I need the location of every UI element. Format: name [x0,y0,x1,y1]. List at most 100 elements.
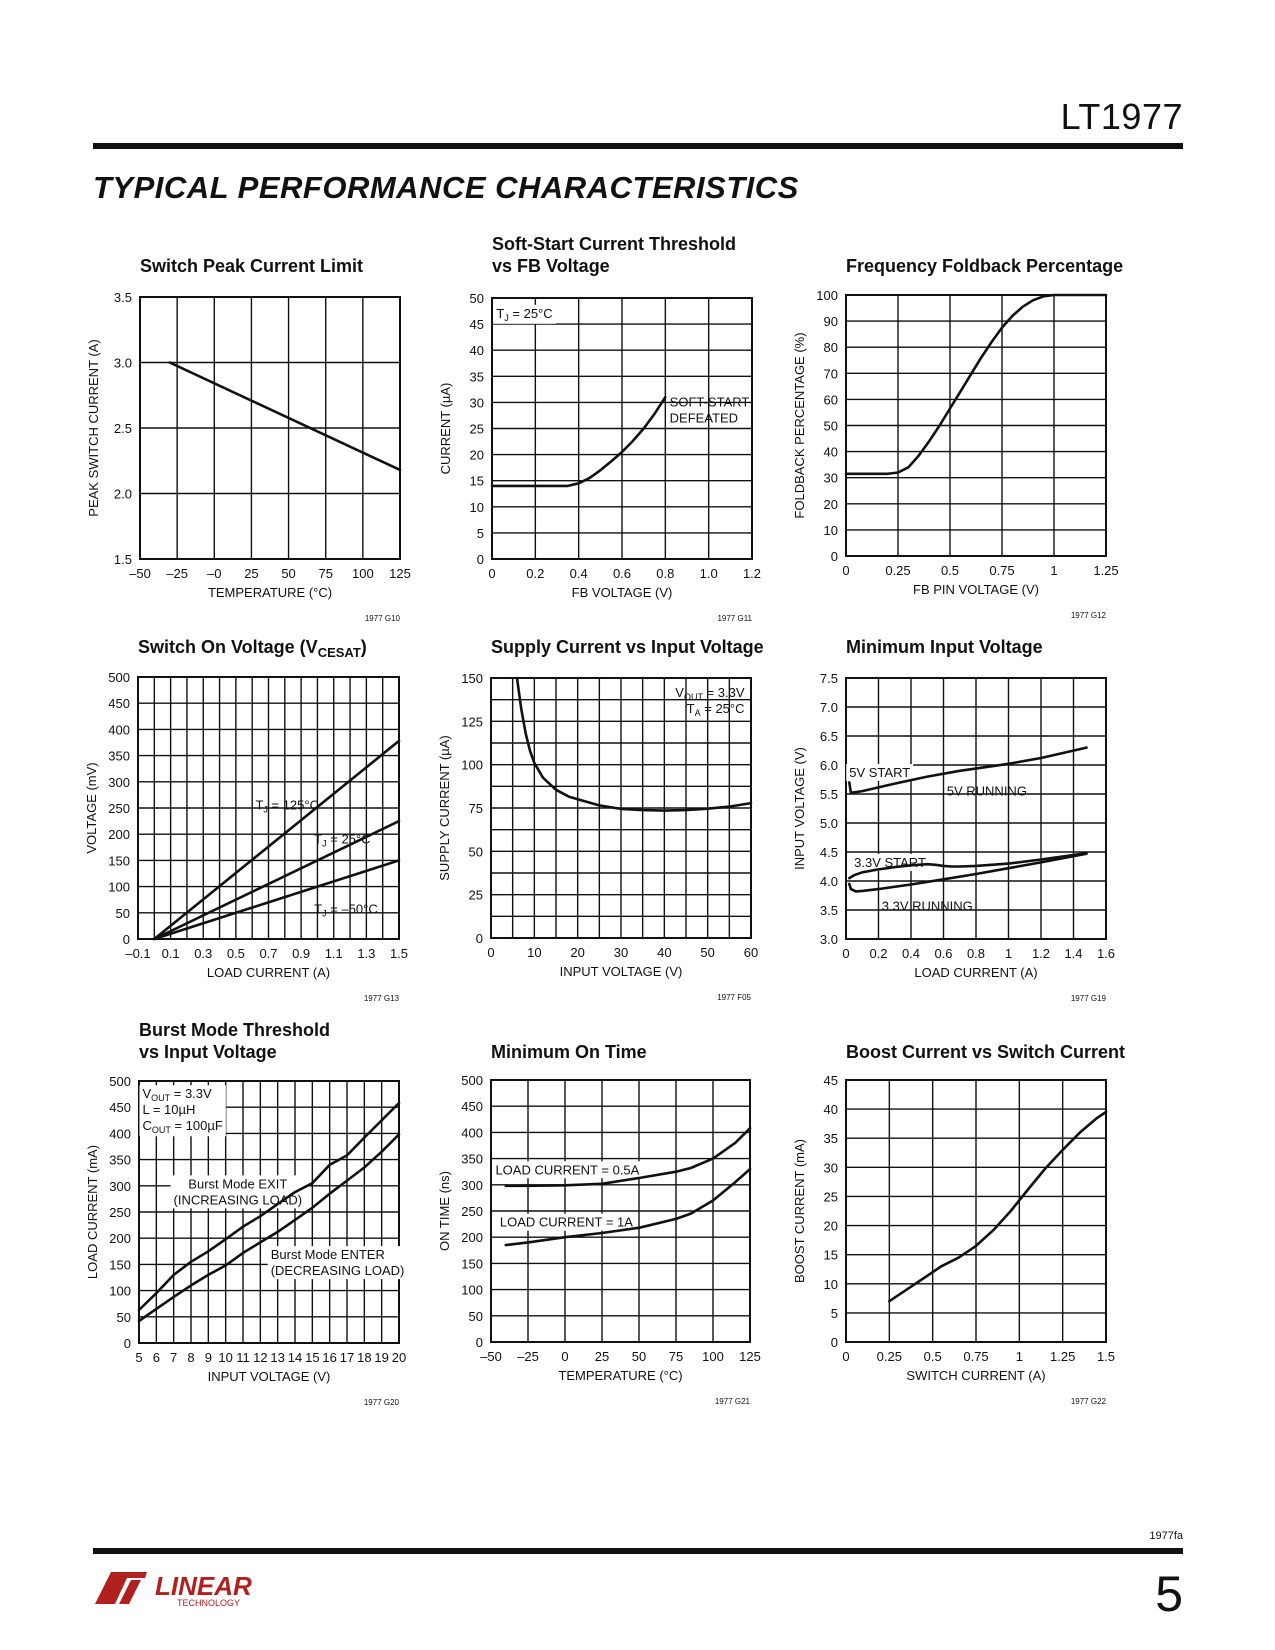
x-tick-label: 5 [135,1350,142,1365]
plot-frame [139,296,401,560]
y-tick-label: 350 [108,749,130,764]
annotation-text: TJ = 125°C [255,798,319,815]
x-tick-label: 15 [305,1350,319,1365]
series-line-1 [848,746,1088,795]
y-tick-label: 300 [109,1179,131,1194]
plot-frame [490,1079,751,1343]
annotation-box [139,1085,226,1137]
y-tick-label: 150 [108,853,130,868]
annotation-box [492,1161,643,1179]
y-tick-label: 6.5 [820,729,838,744]
y-axis-label: INPUT VOLTAGE (V) [792,747,807,870]
y-tick-label: 70 [824,366,838,381]
annotation-text: COUT = 100µF [142,1118,222,1135]
annotation-text: VOUT = 3.3V [675,685,745,702]
y-tick-label: 30 [824,1160,838,1175]
series-line-1 [504,1126,752,1188]
y-tick-label: 3.0 [114,356,132,371]
chart-title: Switch Peak Current Limit [140,256,363,276]
x-tick-label: 0.75 [963,1349,988,1364]
y-tick-label: 40 [824,445,838,460]
chart-title: Minimum On Time [491,1042,647,1062]
x-tick-label: 30 [614,945,628,960]
series-line-1 [153,739,401,941]
y-tick-label: 400 [108,722,130,737]
y-tick-label: 50 [117,1310,131,1325]
x-axis-label: LOAD CURRENT (A) [914,965,1037,980]
y-tick-label: 4.5 [820,845,838,860]
y-tick-label: 50 [470,291,484,306]
y-tick-label: 1.5 [114,552,132,567]
x-tick-label: 12 [253,1350,267,1365]
y-tick-label: 50 [469,844,483,859]
y-tick-label: 3.5 [820,903,838,918]
y-tick-label: 100 [816,288,838,303]
figure-code: 1977 F05 [717,993,751,1002]
x-axis-label: INPUT VOLTAGE (V) [560,964,683,979]
x-tick-label: 1.2 [743,566,761,581]
x-tick-label: 40 [657,945,671,960]
y-tick-label: 10 [824,1277,838,1292]
x-tick-label: 0.25 [877,1349,902,1364]
y-tick-label: 150 [109,1257,131,1272]
x-tick-label: 20 [570,945,584,960]
x-tick-label: 1.3 [357,946,375,961]
x-tick-label: –0 [207,566,221,581]
y-tick-label: 250 [108,801,130,816]
annotation: 5V RUNNING [947,784,1027,799]
y-tick-label: 50 [469,1309,483,1324]
y-axis-label: CURRENT (µA) [438,383,453,475]
y-tick-label: 5.5 [820,787,838,802]
y-axis-label: SUPPLY CURRENT (µA) [437,735,452,880]
series-line-2 [848,851,1088,880]
y-tick-label: 500 [109,1074,131,1089]
annotation: TJ = –50°C [314,901,378,918]
y-tick-label: 150 [461,1256,483,1271]
y-tick-label: 100 [461,1283,483,1298]
y-tick-label: 75 [469,801,483,816]
x-tick-label: 1 [1016,1349,1023,1364]
annotation: 3.3V RUNNING [882,898,973,913]
x-tick-label: 50 [632,1349,646,1364]
y-tick-label: 0 [476,1335,483,1350]
x-tick-label: 0 [487,945,494,960]
annotation-text: 3.3V RUNNING [882,898,973,913]
x-tick-label: 0.4 [902,946,920,961]
y-tick-label: 400 [109,1126,131,1141]
plot-frame [137,676,400,940]
x-tick-label: 0.8 [656,566,674,581]
x-tick-label: 0.2 [526,566,544,581]
x-tick-label: 50 [700,945,714,960]
series-line-2 [504,1167,752,1247]
y-tick-label: 50 [824,419,838,434]
plot-frame [845,1079,1107,1343]
y-tick-label: 5 [477,526,484,541]
y-tick-label: 7.5 [820,671,838,686]
page-number: 5 [1155,1566,1183,1622]
plot-frame [491,297,753,560]
y-tick-label: 25 [824,1189,838,1204]
x-axis-label: FB VOLTAGE (V) [572,585,673,600]
x-axis-label: SWITCH CURRENT (A) [906,1368,1045,1383]
y-tick-label: 3.5 [114,290,132,305]
x-tick-label: 100 [352,566,374,581]
y-tick-label: 20 [824,1219,838,1234]
annotation-text: 5V START [849,765,910,780]
x-tick-label: 14 [288,1350,302,1365]
y-tick-label: 350 [461,1152,483,1167]
linear-technology-logo: LINEAR TECHNOLOGY [95,1571,252,1608]
annotation: LOAD CURRENT = 0.5A [492,1161,643,1179]
annotation: TJ = 25°C [493,304,556,324]
x-tick-label: 75 [669,1349,683,1364]
logo-text: LINEAR [155,1571,252,1601]
x-tick-label: 19 [374,1350,388,1365]
y-tick-label: 400 [461,1125,483,1140]
x-tick-label: 18 [357,1350,371,1365]
x-tick-label: 0.8 [967,946,985,961]
annotation-text: L = 10µH [142,1102,195,1117]
plot-frame [845,294,1107,557]
